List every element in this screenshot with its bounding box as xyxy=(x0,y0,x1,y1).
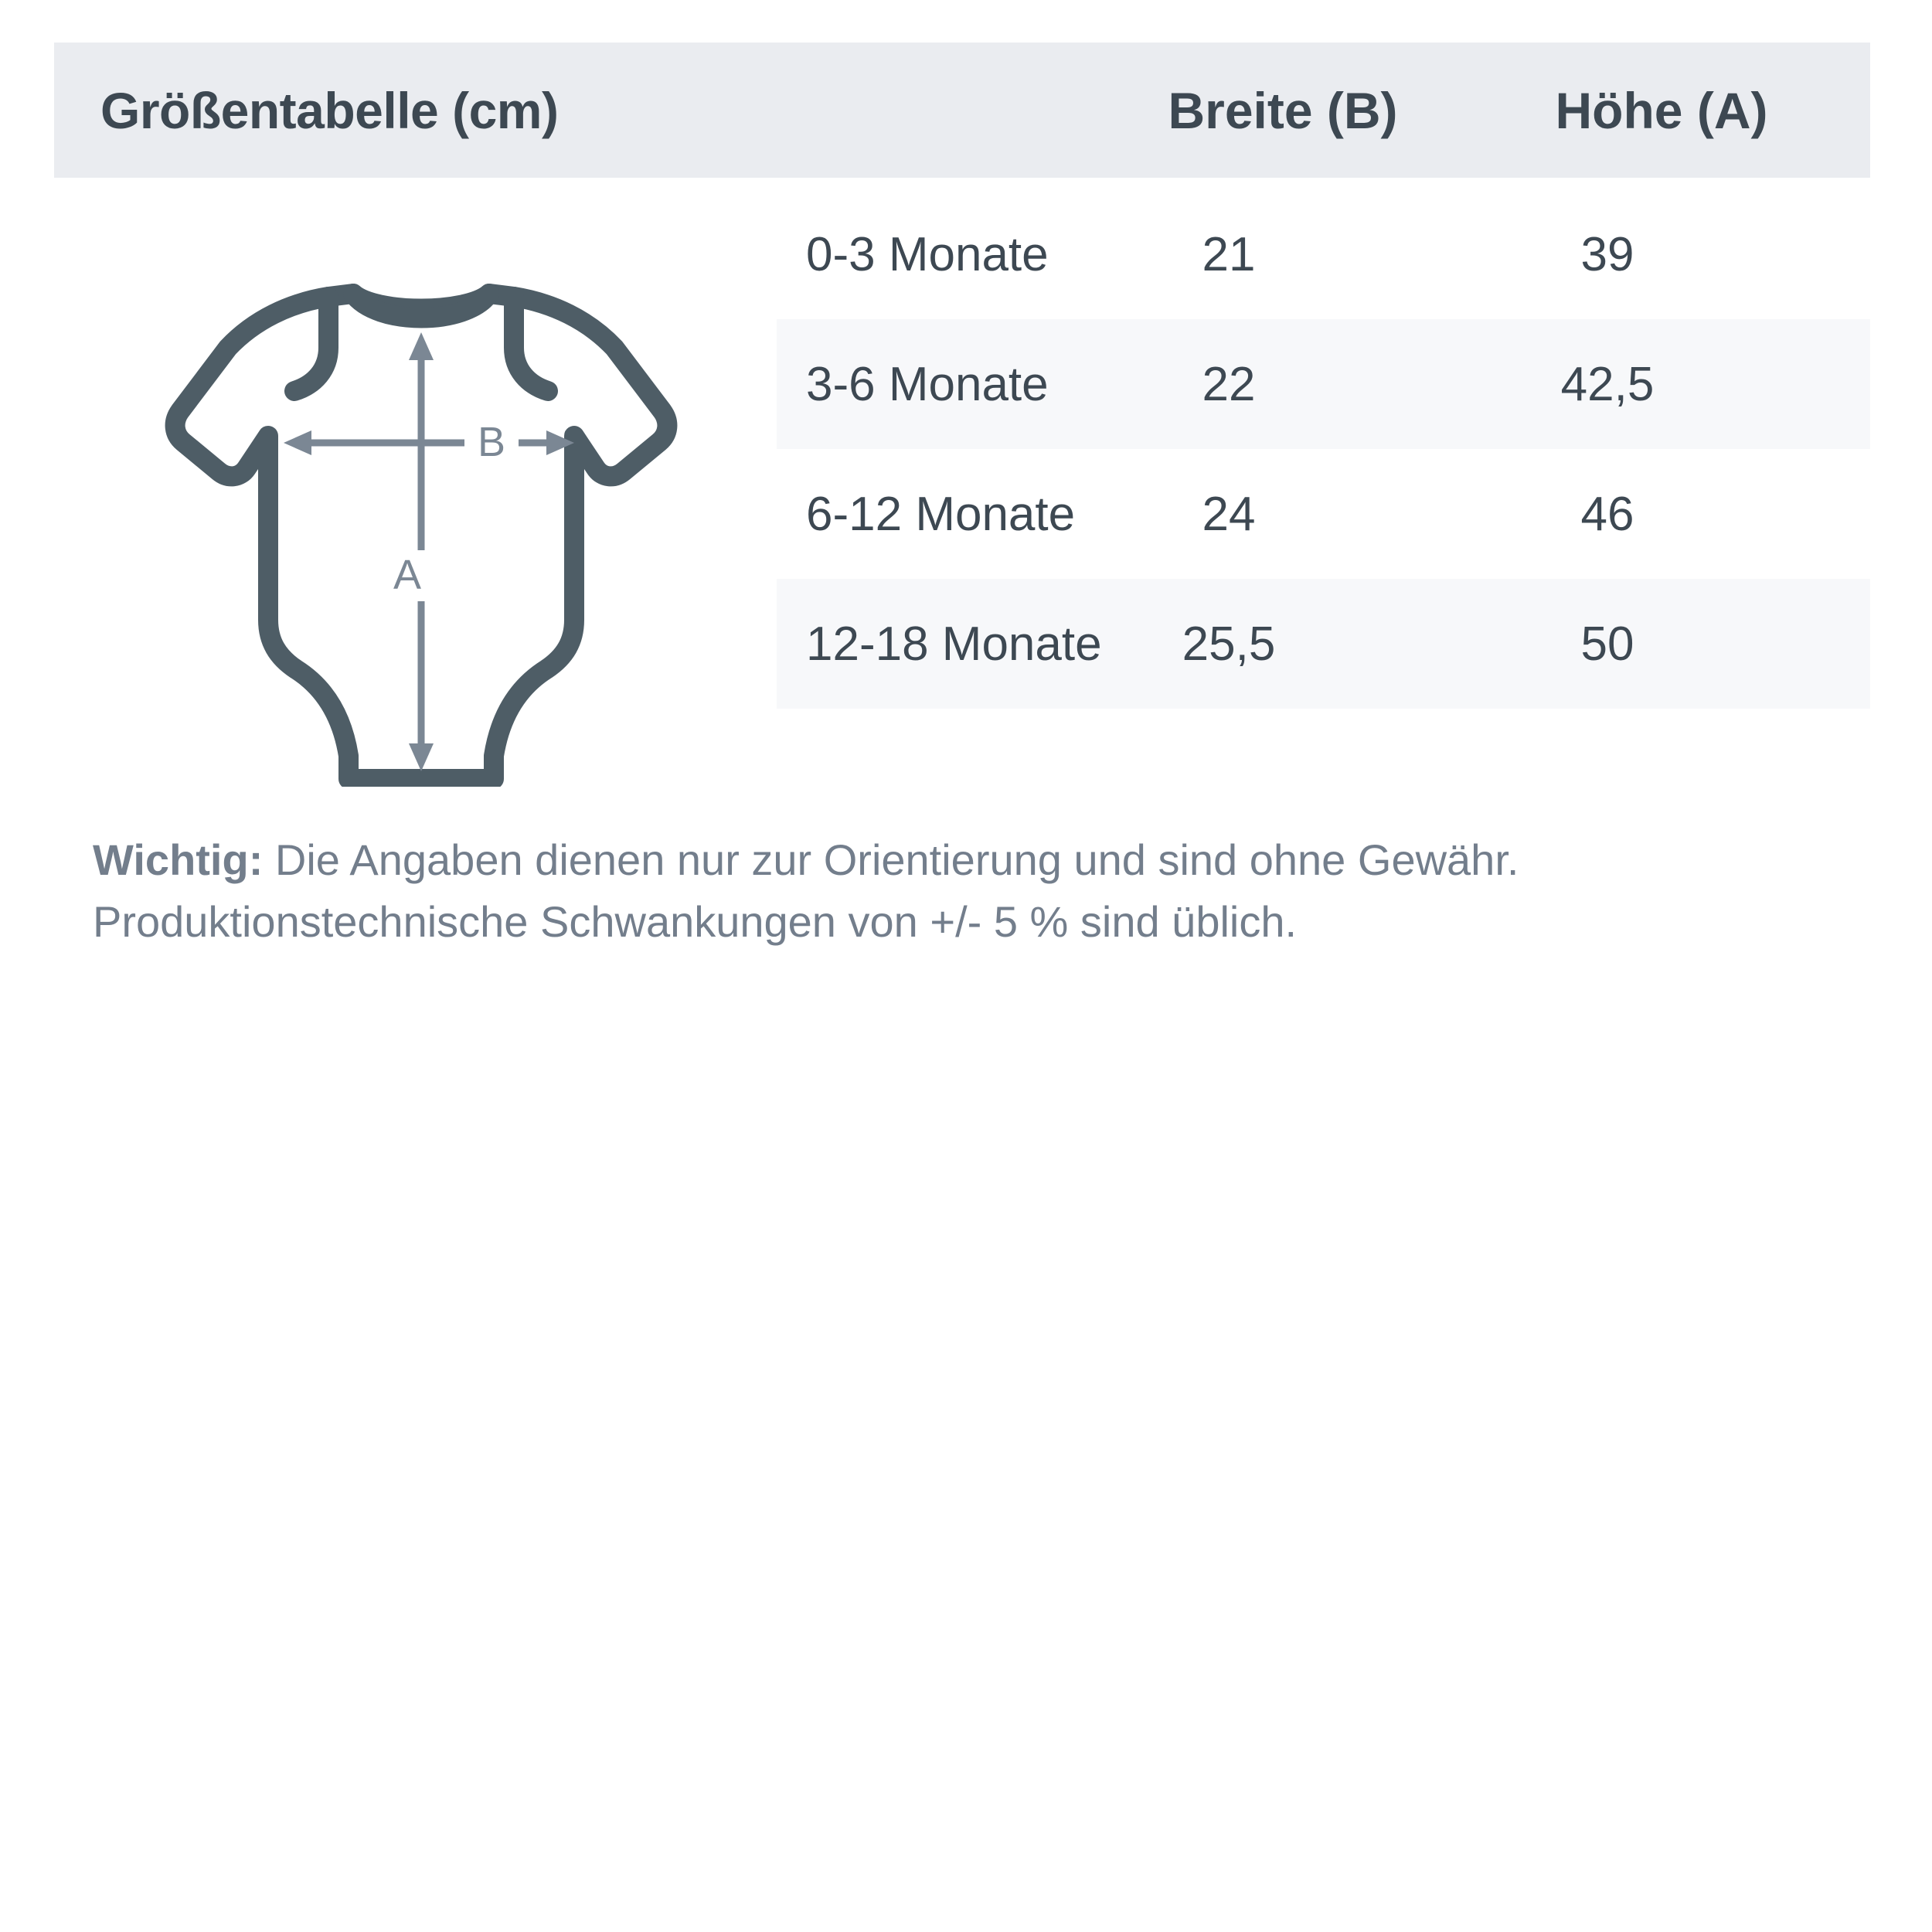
bodysuit-outline xyxy=(165,284,678,787)
bodysuit-body-path xyxy=(165,284,678,787)
table-header-band: Größentabelle (cm) Breite (B) Höhe (A) xyxy=(54,43,1870,178)
bodysuit-left-armhole xyxy=(284,287,338,401)
cell-size-label: 6-12 Monate xyxy=(806,487,1076,541)
width-label-backdrop xyxy=(464,417,519,468)
cell-height-value: 50 xyxy=(1580,617,1634,671)
disclaimer-note: Wichtig: Die Angaben dienen nur zur Orie… xyxy=(93,829,1855,952)
column-header-width: Breite (B) xyxy=(1168,81,1398,139)
cell-size-label: 12-18 Monate xyxy=(806,617,1102,671)
height-label-backdrop xyxy=(383,550,432,601)
height-arrow-head-bottom xyxy=(409,743,434,771)
disclaimer-lead: Wichtig: xyxy=(93,835,264,884)
column-header-height: Höhe (A) xyxy=(1555,81,1768,139)
cell-height-value: 39 xyxy=(1580,227,1634,281)
cell-width-value: 21 xyxy=(1202,227,1256,281)
table-row: 0-3 Monate 21 39 xyxy=(777,189,1870,319)
table-row: 12-18 Monate 25,5 50 xyxy=(777,579,1870,709)
cell-width-value: 25,5 xyxy=(1182,617,1276,671)
size-table: 0-3 Monate 21 39 3-6 Monate 22 42,5 6-12… xyxy=(777,189,1870,709)
cell-width-value: 22 xyxy=(1202,357,1256,411)
table-row: 3-6 Monate 22 42,5 xyxy=(777,319,1870,449)
width-label: B xyxy=(478,419,505,465)
cell-width-value: 24 xyxy=(1202,487,1256,541)
height-label: A xyxy=(393,552,421,598)
cell-size-label: 0-3 Monate xyxy=(806,227,1049,281)
height-arrow-head-top xyxy=(409,332,434,360)
width-arrow-head-left xyxy=(284,430,311,455)
disclaimer-line-2: Produktionstechnische Schwankungen von +… xyxy=(93,896,1298,946)
bodysuit-neckline xyxy=(343,284,499,328)
cell-height-value: 42,5 xyxy=(1560,357,1655,411)
disclaimer-line-1: Wichtig: Die Angaben dienen nur zur Orie… xyxy=(93,829,1855,891)
bodysuit-right-armhole xyxy=(504,287,558,401)
table-row: 6-12 Monate 24 46 xyxy=(777,449,1870,579)
disclaimer-text-1: Die Angaben dienen nur zur Orientierung … xyxy=(263,835,1519,884)
cell-size-label: 3-6 Monate xyxy=(806,357,1049,411)
page-title: Größentabelle (cm) xyxy=(100,81,559,139)
cell-height-value: 46 xyxy=(1580,487,1634,541)
baby-bodysuit-icon: B A xyxy=(151,246,692,787)
width-arrow-head-right xyxy=(546,430,574,455)
baby-bodysuit-svg: B A xyxy=(165,284,678,787)
